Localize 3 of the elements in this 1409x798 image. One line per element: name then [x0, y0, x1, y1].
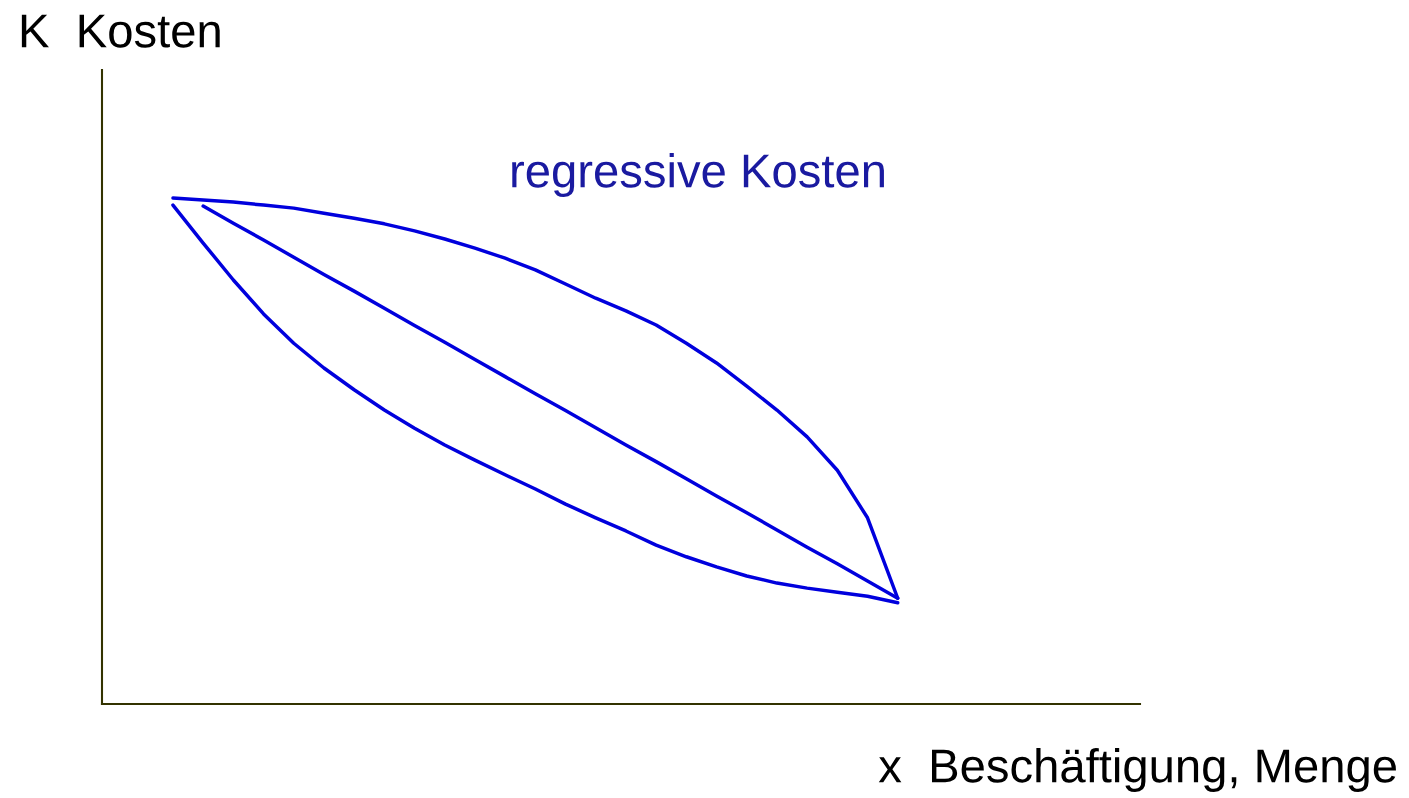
y-axis-title: K Kosten	[21, 14, 220, 48]
x-axis-title: x Beschäftigung, Menge	[878, 747, 1396, 793]
text: regressive Kosten	[512, 152, 884, 198]
